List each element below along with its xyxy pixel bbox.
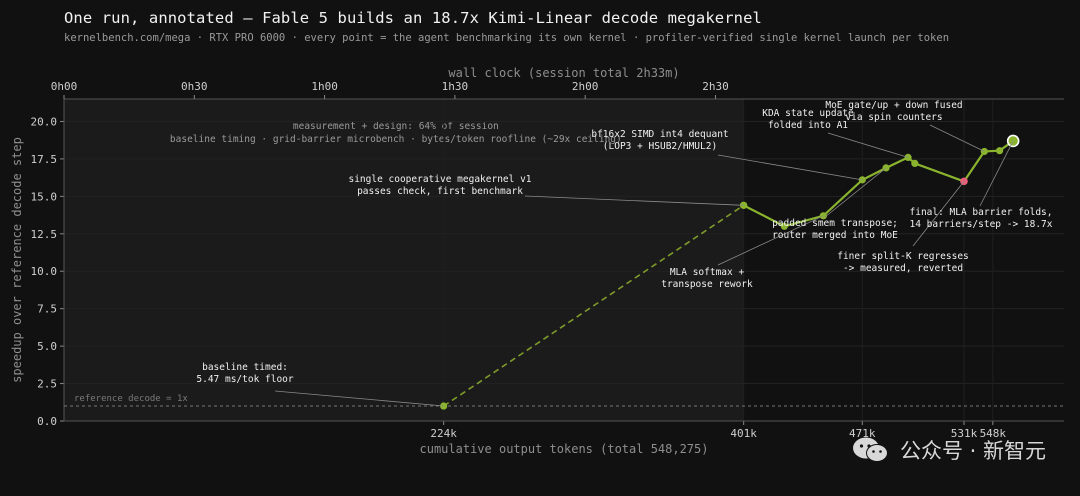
annotation-text: MLA softmax + <box>670 267 745 278</box>
x-tick-label: 401k <box>730 427 757 440</box>
series-line-0 <box>443 204 745 407</box>
wechat-icon <box>852 437 888 462</box>
y-tick-label: 20.0 <box>31 115 58 128</box>
annotation-leader <box>717 154 863 181</box>
x-tick-label: 531k <box>951 427 978 440</box>
annotation-text: single cooperative megakernel v1 <box>348 174 531 185</box>
annotation-text: -> measured, reverted <box>843 263 963 274</box>
annotation-text: MoE gate/up + down fused <box>825 100 962 111</box>
annotation-leader <box>979 140 1014 207</box>
annotation-leader <box>929 124 985 152</box>
band-label-1: measurement + design: 64% of session <box>293 121 499 132</box>
y-tick-label: 0.0 <box>37 415 57 428</box>
data-point <box>995 147 1004 155</box>
annotation-text: 5.47 ms/tok floor <box>196 374 294 385</box>
annotation-leader <box>717 215 824 266</box>
x-tick-label: 224k <box>430 427 457 440</box>
y-tick-label: 7.5 <box>37 303 57 316</box>
y-tick-label: 17.5 <box>31 153 58 166</box>
top-tick-label: 0h30 <box>181 80 208 93</box>
annotation-text: (LOP3 + HSUB2/HMUL2) <box>603 141 717 152</box>
top-tick-label: 1h30 <box>442 80 469 93</box>
annotation-text: final: MLA barrier folds, <box>910 207 1053 218</box>
y-axis-title: speedup over reference decode step <box>10 137 24 383</box>
annotation-text: passes check, first benchmark <box>357 186 523 197</box>
top-axis-title: wall clock (session total 2h33m) <box>448 66 679 80</box>
annotation-leader <box>912 181 965 247</box>
chart-subtitle: kernelbench.com/mega · RTX PRO 6000 · ev… <box>64 32 950 44</box>
watermark: 公众号 · 新智元 <box>852 435 1046 465</box>
x-axis-title: cumulative output tokens (total 548,275) <box>420 442 709 456</box>
top-tick-label: 1h00 <box>311 80 338 93</box>
annotation-text: via spin counters <box>845 112 942 123</box>
chart-title: One run, annotated — Fable 5 builds an 1… <box>64 9 762 27</box>
data-point <box>780 222 788 230</box>
annotation-leader <box>274 390 444 407</box>
y-tick-label: 15.0 <box>31 190 58 203</box>
y-tick-label: 10.0 <box>31 265 58 278</box>
reference-label: reference decode = 1x <box>74 394 188 404</box>
annotation-text: KDA state update <box>762 108 854 119</box>
measurement-band <box>64 99 744 421</box>
y-tick-label: 2.5 <box>37 378 57 391</box>
annotation-text: transpose rework <box>661 279 753 290</box>
data-point <box>911 159 919 167</box>
y-tick-label: 12.5 <box>31 228 58 241</box>
data-point <box>858 176 866 184</box>
annotation-text: padded smem transpose; <box>772 218 898 229</box>
top-tick-label: 0h00 <box>51 80 78 93</box>
x-tick-label: 548k <box>980 427 1007 440</box>
x-tick-label: 471k <box>849 427 876 440</box>
band-label-2: baseline timing · grid-barrier microbenc… <box>170 134 622 145</box>
annotation-leader <box>824 167 887 218</box>
annotation-text: bf16x2 SIMD int4 dequant <box>591 129 728 140</box>
watermark-text: 公众号 · 新智元 <box>899 439 1046 463</box>
annotation-text: 14 barriers/step -> 18.7x <box>910 219 1053 230</box>
annotation-text: folded into A1 <box>768 120 848 131</box>
annotation-text: router merged into MoE <box>772 230 898 241</box>
annotation-text: baseline timed: <box>202 362 288 373</box>
top-tick-label: 2h00 <box>572 80 599 93</box>
annotation-text: finer split-K regresses <box>837 251 969 262</box>
y-tick-label: 5.0 <box>37 340 57 353</box>
annotation-leader <box>827 132 909 158</box>
annotation-leader <box>524 195 744 206</box>
data-point <box>904 153 912 162</box>
top-tick-label: 2h30 <box>702 80 729 93</box>
